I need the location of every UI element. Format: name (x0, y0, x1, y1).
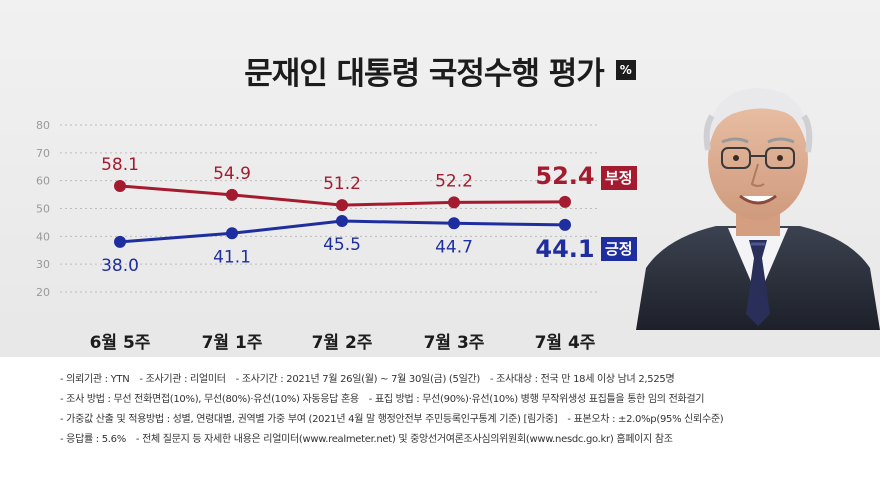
footer-row: - 응답률 : 5.6% - 전체 질문지 등 자세한 내용은 리얼미터(www.… (60, 430, 683, 445)
data-label: 58.1 (101, 155, 139, 175)
y-tick-label: 60 (36, 175, 50, 188)
footer-item: - 표본오차 : ±2.0%p(95% 신뢰수준) (567, 414, 724, 425)
data-label: 38.0 (101, 256, 139, 276)
chart-title: 문재인 대통령 국정수행 평가 (244, 55, 605, 92)
y-tick-label: 80 (36, 119, 50, 132)
line-chart: 80 70 60 50 40 30 20 58.1 54.9 51.2 52.2 52.4 38.0 41… (36, 119, 600, 299)
data-point (114, 235, 126, 248)
data-label: 44.1 (535, 235, 594, 263)
data-label: 45.5 (323, 235, 361, 255)
positive-badge: 긍정 (601, 237, 637, 261)
footer-row: - 의뢰기관 : YTN - 조사기관 : 리얼미터 - 조사기간 : 2021년 … (60, 370, 684, 385)
footer-item: - 가중값 산출 및 적용방법 : 성별, 연령대별, 권역별 가중 부여 (2… (60, 414, 558, 425)
data-label: 52.2 (435, 171, 473, 191)
data-label: 41.1 (213, 247, 251, 267)
footer-item: - 조사기관 : 리얼미터 (139, 374, 226, 385)
portrait-image (636, 88, 880, 330)
data-label: 51.2 (323, 174, 361, 194)
x-tick-label: 6월 5주 (89, 333, 151, 353)
footer-item: - 의뢰기관 : YTN (60, 374, 130, 385)
x-tick-label: 7월 3주 (423, 333, 485, 353)
data-label: 44.7 (435, 237, 473, 257)
data-point (226, 188, 238, 201)
footer-item: - 응답률 : 5.6% (60, 434, 126, 445)
y-tick-label: 20 (36, 286, 50, 299)
data-point (448, 217, 460, 230)
footer-item: - 표집 방법 : 무선(90%)·유선(10%) 병행 무작위생성 표집틀을 … (368, 394, 705, 405)
data-point (559, 195, 571, 208)
data-label: 54.9 (213, 164, 251, 184)
unit-badge: % (615, 60, 636, 80)
data-point (448, 196, 460, 209)
footer-item: - 전체 질문지 등 자세한 내용은 리얼미터(www.realmeter.ne… (135, 434, 673, 445)
footer-item: - 조사대상 : 전국 만 18세 이상 남녀 2,525명 (490, 374, 675, 385)
survey-info-footer: - 의뢰기관 : YTN - 조사기관 : 리얼미터 - 조사기간 : 2021년 … (0, 357, 880, 495)
data-label: 52.4 (535, 162, 594, 190)
negative-badge: 부정 (601, 166, 637, 190)
y-tick-label: 50 (36, 203, 50, 216)
y-tick-label: 30 (36, 258, 50, 271)
title-wrap: 문재인 대통령 국정수행 평가 % (0, 44, 880, 96)
x-tick-label: 7월 1주 (201, 333, 263, 353)
x-tick-label: 7월 2주 (311, 333, 373, 353)
data-point (336, 215, 348, 228)
data-point (559, 218, 571, 231)
footer-row: - 가중값 산출 및 적용방법 : 성별, 연령대별, 권역별 가중 부여 (2… (60, 410, 733, 425)
y-tick-label: 70 (36, 147, 50, 160)
x-axis-labels: 6월 5주 7월 1주 7월 2주 7월 3주 7월 4주 (0, 328, 880, 358)
data-point (226, 227, 238, 240)
footer-row: - 조사 방법 : 무선 전화면접(10%), 무선(80%)·유선(10%) … (60, 390, 714, 405)
footer-item: - 조사기간 : 2021년 7월 26일(월) ~ 7월 30일(금) (5일… (235, 374, 481, 385)
data-point (114, 179, 126, 192)
y-tick-label: 40 (36, 230, 50, 243)
x-tick-label: 7월 4주 (534, 333, 596, 353)
footer-item: - 조사 방법 : 무선 전화면접(10%), 무선(80%)·유선(10%) … (60, 394, 359, 405)
data-point (336, 199, 348, 212)
